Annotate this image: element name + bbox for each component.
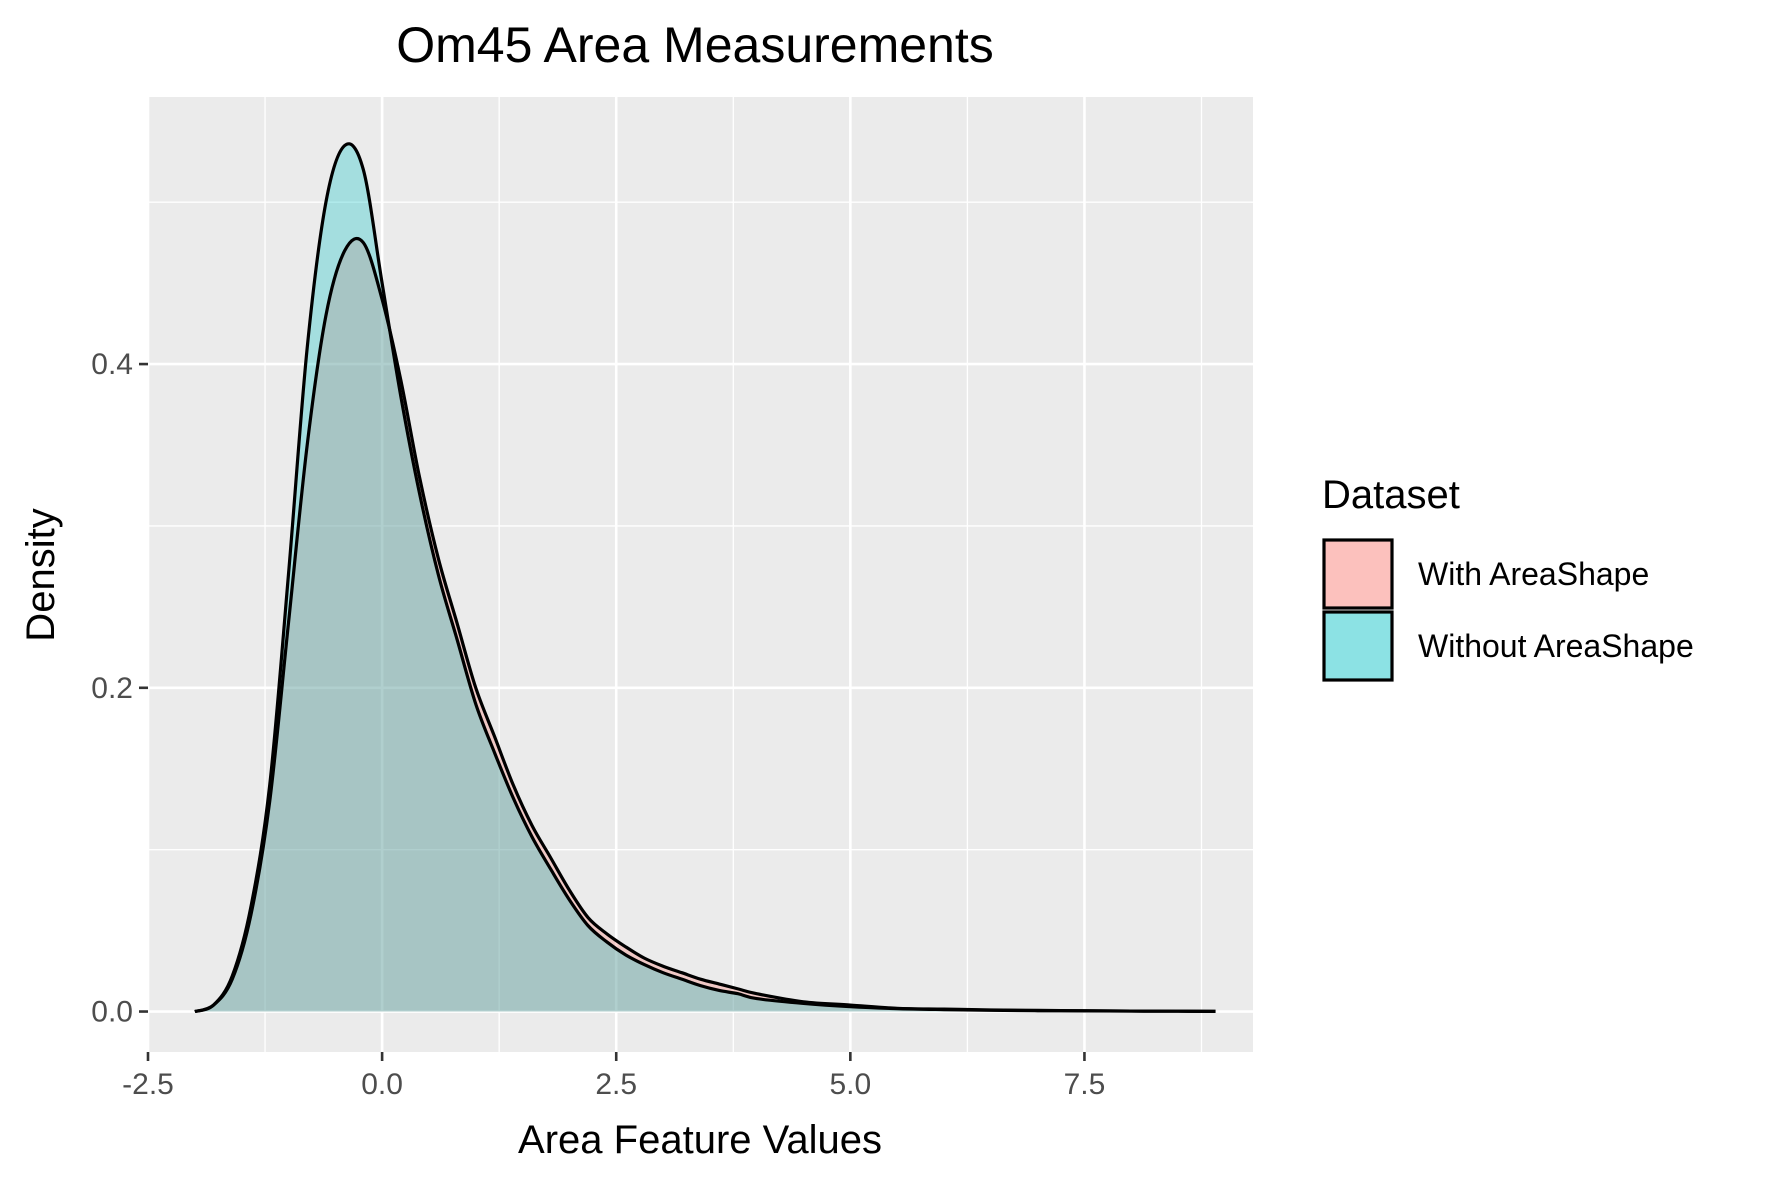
density-line-without-areashape xyxy=(194,142,1216,1014)
legend-item-without-areashape: Without AreaShape xyxy=(1322,610,1694,682)
x-tick-label: 7.5 xyxy=(1064,1068,1106,1101)
density-areas xyxy=(194,143,1216,1012)
x-axis: -2.5 0.0 2.5 5.0 7.5 xyxy=(122,1052,1105,1101)
y-axis-title: Density xyxy=(19,508,63,641)
legend-key-swatch xyxy=(1322,538,1394,610)
legend-label: With AreaShape xyxy=(1418,556,1649,592)
legend-item-with-areashape: With AreaShape xyxy=(1322,538,1649,610)
legend: Dataset With AreaShape Without AreaShape xyxy=(1322,473,1694,682)
legend-key-bg xyxy=(1324,612,1392,680)
y-tick-label: 0.2 xyxy=(91,672,133,705)
major-grid xyxy=(146,97,1253,1052)
minor-grid xyxy=(148,97,1253,1052)
y-tick-label: 0.0 xyxy=(91,996,133,1029)
x-axis-title: Area Feature Values xyxy=(518,1118,882,1162)
legend-label: Without AreaShape xyxy=(1418,628,1694,664)
x-tick-label: 0.0 xyxy=(361,1068,403,1101)
legend-key-bg xyxy=(1324,540,1392,608)
density-area-without-areashape xyxy=(194,143,1216,1012)
x-tick-label: 5.0 xyxy=(829,1068,871,1101)
chart-title: Om45 Area Measurements xyxy=(396,17,994,73)
y-axis: 0.0 0.2 0.4 xyxy=(91,348,148,1029)
density-lines xyxy=(194,142,1216,1014)
x-tick-label: -2.5 xyxy=(122,1068,174,1101)
y-tick-label: 0.4 xyxy=(91,348,133,381)
density-area-with-areashape xyxy=(194,238,1216,1012)
legend-key-swatch xyxy=(1322,610,1394,682)
legend-items: With AreaShape Without AreaShape xyxy=(1322,538,1694,682)
legend-title: Dataset xyxy=(1322,473,1460,517)
plot-panel xyxy=(148,97,1253,1052)
x-tick-label: 2.5 xyxy=(595,1068,637,1101)
